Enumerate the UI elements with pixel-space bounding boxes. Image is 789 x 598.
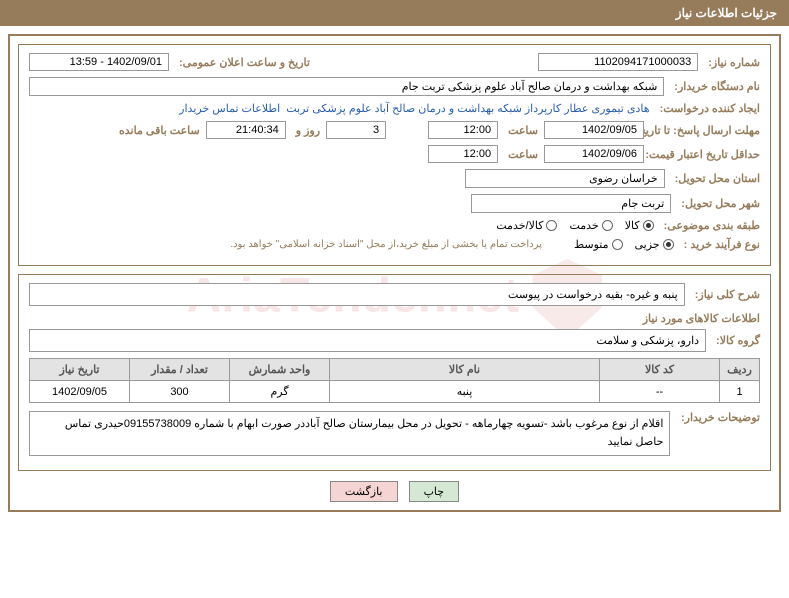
payment-note: پرداخت تمام یا بخشی از مبلغ خرید،از محل … <box>230 239 542 250</box>
time-label-1: ساعت <box>504 124 538 137</box>
price-valid-time: 12:00 <box>428 145 498 163</box>
price-valid-label: حداقل تاریخ اعتبار قیمت: تا تاریخ: <box>650 148 760 161</box>
radio-icon <box>643 220 654 231</box>
radio-icon <box>663 239 674 250</box>
buyer-org-field: شبکه بهداشت و درمان صالح آباد علوم پزشکی… <box>29 77 664 96</box>
col-unit: واحد شمارش <box>230 359 330 381</box>
back-button[interactable]: بازگشت <box>330 481 398 502</box>
col-name: نام کالا <box>330 359 600 381</box>
col-row: ردیف <box>720 359 760 381</box>
buyer-notes-text: اقلام از نوع مرغوب باشد -تسویه چهارماهه … <box>29 411 670 456</box>
price-valid-date: 1402/09/06 <box>544 145 644 163</box>
buyer-notes-label: توضیحات خریدار: <box>676 411 760 424</box>
goods-table: ردیف کد کالا نام کالا واحد شمارش تعداد /… <box>29 358 760 403</box>
need-no-label: شماره نیاز: <box>704 56 760 69</box>
requester-value: هادی تیموری عطار کارپرداز شبکه بهداشت و … <box>286 102 649 115</box>
deadline-send-time: 12:00 <box>428 121 498 139</box>
buyer-org-label: نام دستگاه خریدار: <box>670 80 760 93</box>
days-field: 3 <box>326 121 386 139</box>
province-label: استان محل تحویل: <box>671 172 760 185</box>
panel-header: جزئیات اطلاعات نیاز <box>0 0 789 26</box>
announce-label: تاریخ و ساعت اعلان عمومی: <box>175 56 310 69</box>
province-field: خراسان رضوی <box>465 169 665 188</box>
time-label-2: ساعت <box>504 148 538 161</box>
need-no-field: 1102094171000033 <box>538 53 698 71</box>
table-row: 1 -- پنبه گرم 300 1402/09/05 <box>30 381 760 403</box>
remaining-label: ساعت باقی مانده <box>115 124 200 137</box>
announce-field: 1402/09/01 - 13:59 <box>29 53 169 71</box>
main-form: شماره نیاز: 1102094171000033 تاریخ و ساع… <box>18 44 771 266</box>
city-field: تربت جام <box>471 194 671 213</box>
city-label: شهر محل تحویل: <box>677 197 760 210</box>
col-qty: تعداد / مقدار <box>130 359 230 381</box>
deadline-send-date: 1402/09/05 <box>544 121 644 139</box>
requester-label: ایجاد کننده درخواست: <box>656 102 760 115</box>
radio-goods[interactable]: کالا <box>625 219 654 232</box>
print-button[interactable]: چاپ <box>409 481 460 502</box>
contact-link[interactable]: اطلاعات تماس خریدار <box>179 102 280 115</box>
radio-both[interactable]: کالا/خدمت <box>496 219 557 232</box>
deadline-send-label: مهلت ارسال پاسخ: تا تاریخ: <box>650 124 760 137</box>
description-section: شرح کلی نیاز: پنبه و غیره- بقیه درخواست … <box>18 274 771 471</box>
radio-medium[interactable]: متوسط <box>574 238 623 251</box>
goods-section-title: اطلاعات کالاهای مورد نیاز <box>29 312 760 325</box>
radio-icon <box>546 220 557 231</box>
remaining-time: 21:40:34 <box>206 121 286 139</box>
panel-title: جزئیات اطلاعات نیاز <box>676 6 777 20</box>
col-date: تاریخ نیاز <box>30 359 130 381</box>
process-label: نوع فرآیند خرید : <box>680 238 760 251</box>
category-label: طبقه بندی موضوعی: <box>660 219 760 232</box>
radio-icon <box>612 239 623 250</box>
group-field: دارو، پزشکی و سلامت <box>29 329 706 352</box>
radio-icon <box>602 220 613 231</box>
col-code: کد کالا <box>600 359 720 381</box>
group-label: گروه کالا: <box>712 334 760 347</box>
radio-service[interactable]: خدمت <box>569 219 612 232</box>
overall-desc-label: شرح کلی نیاز: <box>691 288 760 301</box>
radio-partial[interactable]: جزیی <box>635 238 674 251</box>
days-label: روز و <box>292 124 320 137</box>
overall-desc-text: پنبه و غیره- بقیه درخواست در پیوست <box>29 283 685 306</box>
